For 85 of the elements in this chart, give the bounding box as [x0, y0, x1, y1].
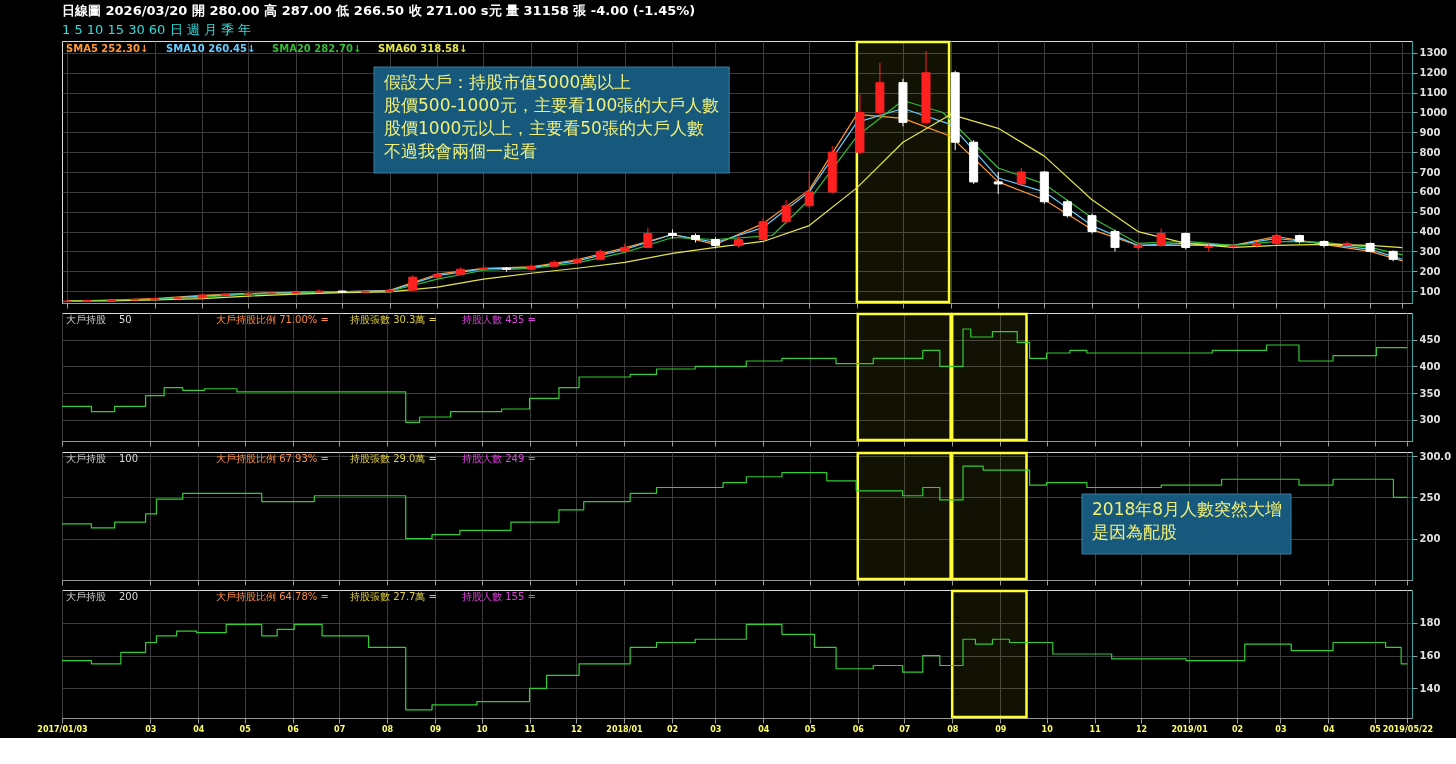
- text: SMA60 318.58↓: [378, 43, 468, 54]
- x-tick-label: 02: [1231, 724, 1244, 734]
- annotation: 大戶持股比例 71.00% =: [216, 314, 329, 325]
- x-tick-label: 05: [1369, 724, 1382, 734]
- chart-title: 大戶持股: [66, 453, 106, 464]
- annotation: 持股張數 29.0萬 =: [350, 453, 438, 464]
- annotation: 持股人數 155 =: [462, 591, 536, 602]
- y-tick-label: 900: [1419, 126, 1441, 138]
- x-tick-label: 10: [1041, 724, 1054, 734]
- annotation: 大戶持股比例 64.78% =: [216, 591, 329, 602]
- candlestick: [781, 199, 791, 225]
- y-tick-label: 450: [1419, 334, 1441, 346]
- annotation: 是因為配股: [1092, 522, 1177, 542]
- x-tick-label: 09: [430, 724, 442, 734]
- y-tick-label: 200: [1419, 265, 1441, 277]
- x-tick-label: 11: [1089, 724, 1102, 734]
- x-tick-label: 2017/01/03: [37, 724, 88, 734]
- x-tick-label: 2019/01: [1171, 724, 1209, 734]
- x-tick-label: 04: [758, 724, 770, 734]
- text: SMA10 260.45↓: [166, 43, 256, 54]
- y-tick-label: 180: [1419, 617, 1441, 629]
- x-tick-label: 12: [570, 724, 583, 734]
- annotation: 持股張數 27.7萬 =: [350, 591, 438, 602]
- x-tick-label: 2018/01: [606, 724, 644, 734]
- annotation: 股價500-1000元，主要看100張的大戶人數: [384, 95, 720, 115]
- annotation: 持股張數 30.3萬 =: [350, 314, 438, 325]
- x-tick-label: 06: [852, 724, 865, 734]
- candlestick: [1110, 229, 1120, 252]
- y-tick-label: 1100: [1419, 87, 1448, 99]
- y-tick-label: 400: [1419, 226, 1441, 238]
- chart-title: 大戶持股: [66, 314, 106, 325]
- annotation: 持股人數 249 =: [462, 453, 536, 464]
- x-tick-label: 11: [524, 724, 537, 734]
- y-tick-label: 300: [1419, 245, 1441, 257]
- y-tick-label: 160: [1419, 650, 1441, 662]
- annotation: 大戶持股比例 67.93% =: [216, 453, 329, 464]
- candlestick: [804, 170, 814, 209]
- y-tick-label: 200: [1419, 533, 1441, 545]
- annotation: 2018年8月人數突然大增: [1092, 499, 1283, 519]
- y-tick-label: 1300: [1419, 47, 1448, 59]
- x-tick-label: 07: [899, 724, 911, 734]
- x-tick-label: 03: [145, 724, 157, 734]
- chart-subtitle: 100: [119, 453, 139, 464]
- y-tick-label: 500: [1419, 206, 1441, 218]
- y-tick-label: 600: [1419, 186, 1441, 198]
- annotation: 持股人數 435 =: [462, 314, 536, 325]
- chart-subtitle: 200: [119, 591, 139, 602]
- y-tick-label: 350: [1419, 387, 1441, 399]
- x-tick-label: 12: [1136, 724, 1148, 734]
- x-tick-label: 07: [334, 724, 346, 734]
- text: SMA20 282.70↓: [272, 43, 362, 54]
- x-tick-label: 02: [666, 724, 679, 734]
- x-tick-label: 03: [710, 724, 722, 734]
- annotation: 假設大戶：持股市值5000萬以上: [384, 72, 632, 92]
- x-tick-label: 10: [476, 724, 489, 734]
- y-tick-label: 700: [1419, 166, 1441, 178]
- y-tick-label: 1200: [1419, 67, 1448, 79]
- text: SMA5 252.30↓: [66, 43, 149, 54]
- x-tick-label: 03: [1275, 724, 1287, 734]
- y-tick-label: 400: [1419, 360, 1441, 372]
- candlestick: [1133, 241, 1143, 251]
- y-tick-label: 100: [1419, 285, 1441, 297]
- chart-subtitle: 50: [119, 314, 132, 325]
- y-tick-label: 140: [1419, 682, 1441, 694]
- y-tick-label: 300.0: [1419, 450, 1452, 462]
- candlestick: [993, 171, 1003, 195]
- y-tick-label: 1000: [1419, 106, 1448, 118]
- y-tick-label: 800: [1419, 146, 1441, 158]
- chart-subtitle: 1 5 10 15 30 60 日 週 月 季 年: [62, 21, 252, 37]
- x-tick-label: 2019/05/22: [1382, 724, 1434, 734]
- y-tick-label: 300: [1419, 414, 1441, 426]
- x-tick-label: 04: [1323, 724, 1335, 734]
- x-tick-label: 04: [193, 724, 205, 734]
- x-tick-label: 05: [239, 724, 252, 734]
- annotation: 不過我會兩個一起看: [384, 141, 537, 161]
- chart-title: 大戶持股: [66, 591, 106, 602]
- x-tick-label: 08: [947, 724, 959, 734]
- annotation: 股價1000元以上，主要看50張的大戶人數: [384, 118, 704, 138]
- x-tick-label: 09: [995, 724, 1007, 734]
- x-tick-label: 05: [804, 724, 817, 734]
- candlestick: [1087, 213, 1097, 235]
- x-tick-label: 08: [382, 724, 394, 734]
- y-tick-label: 250: [1419, 491, 1441, 503]
- x-tick-label: 06: [287, 724, 300, 734]
- chart-title: 日線圖 2026/03/20 開 280.00 高 287.00 低 266.50 收 271.00 s元 量 31158 張 -4.00 (-1.45%): [62, 2, 696, 18]
